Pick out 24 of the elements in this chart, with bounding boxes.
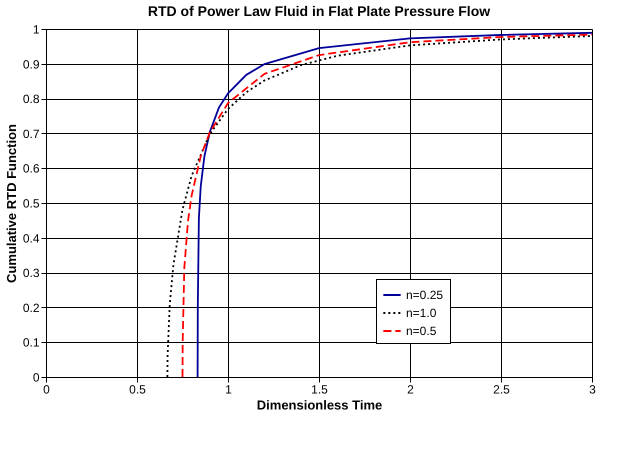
x-tick-label: 2.5 xyxy=(493,382,510,396)
y-tick-label: 0 xyxy=(32,370,40,384)
x-axis-title: Dimensionless Time xyxy=(256,398,382,412)
y-tick-label: 0.1 xyxy=(22,336,40,350)
y-tick-label: 0.9 xyxy=(22,57,40,72)
y-tick-label: 0.4 xyxy=(22,231,40,246)
x-tick-label: 0.5 xyxy=(129,382,146,396)
y-tick-label: 0.6 xyxy=(22,162,40,176)
x-tick-label: 1 xyxy=(225,382,232,396)
chart-title: RTD of Power Law Fluid in Flat Plate Pressure Flow xyxy=(148,3,490,19)
x-tick-label: 0 xyxy=(43,382,50,396)
y-tick-label: 0.7 xyxy=(22,126,40,141)
y-tick-label: 1 xyxy=(32,22,40,36)
legend-label: n=0.25 xyxy=(406,288,444,302)
y-tick-label: 0.5 xyxy=(22,196,40,210)
y-tick-label: 0.2 xyxy=(22,300,40,315)
legend-label: n=0.5 xyxy=(406,324,437,338)
x-tick-label: 2 xyxy=(407,382,414,396)
x-tick-label: 3 xyxy=(589,382,596,396)
x-tick-label: 1.5 xyxy=(311,382,328,396)
y-tick-label: 0.8 xyxy=(22,92,40,106)
legend-label: n=1.0 xyxy=(406,306,437,320)
y-tick-label: 0.3 xyxy=(22,266,40,280)
y-axis-title: Cumulative RTD Function xyxy=(4,124,19,283)
